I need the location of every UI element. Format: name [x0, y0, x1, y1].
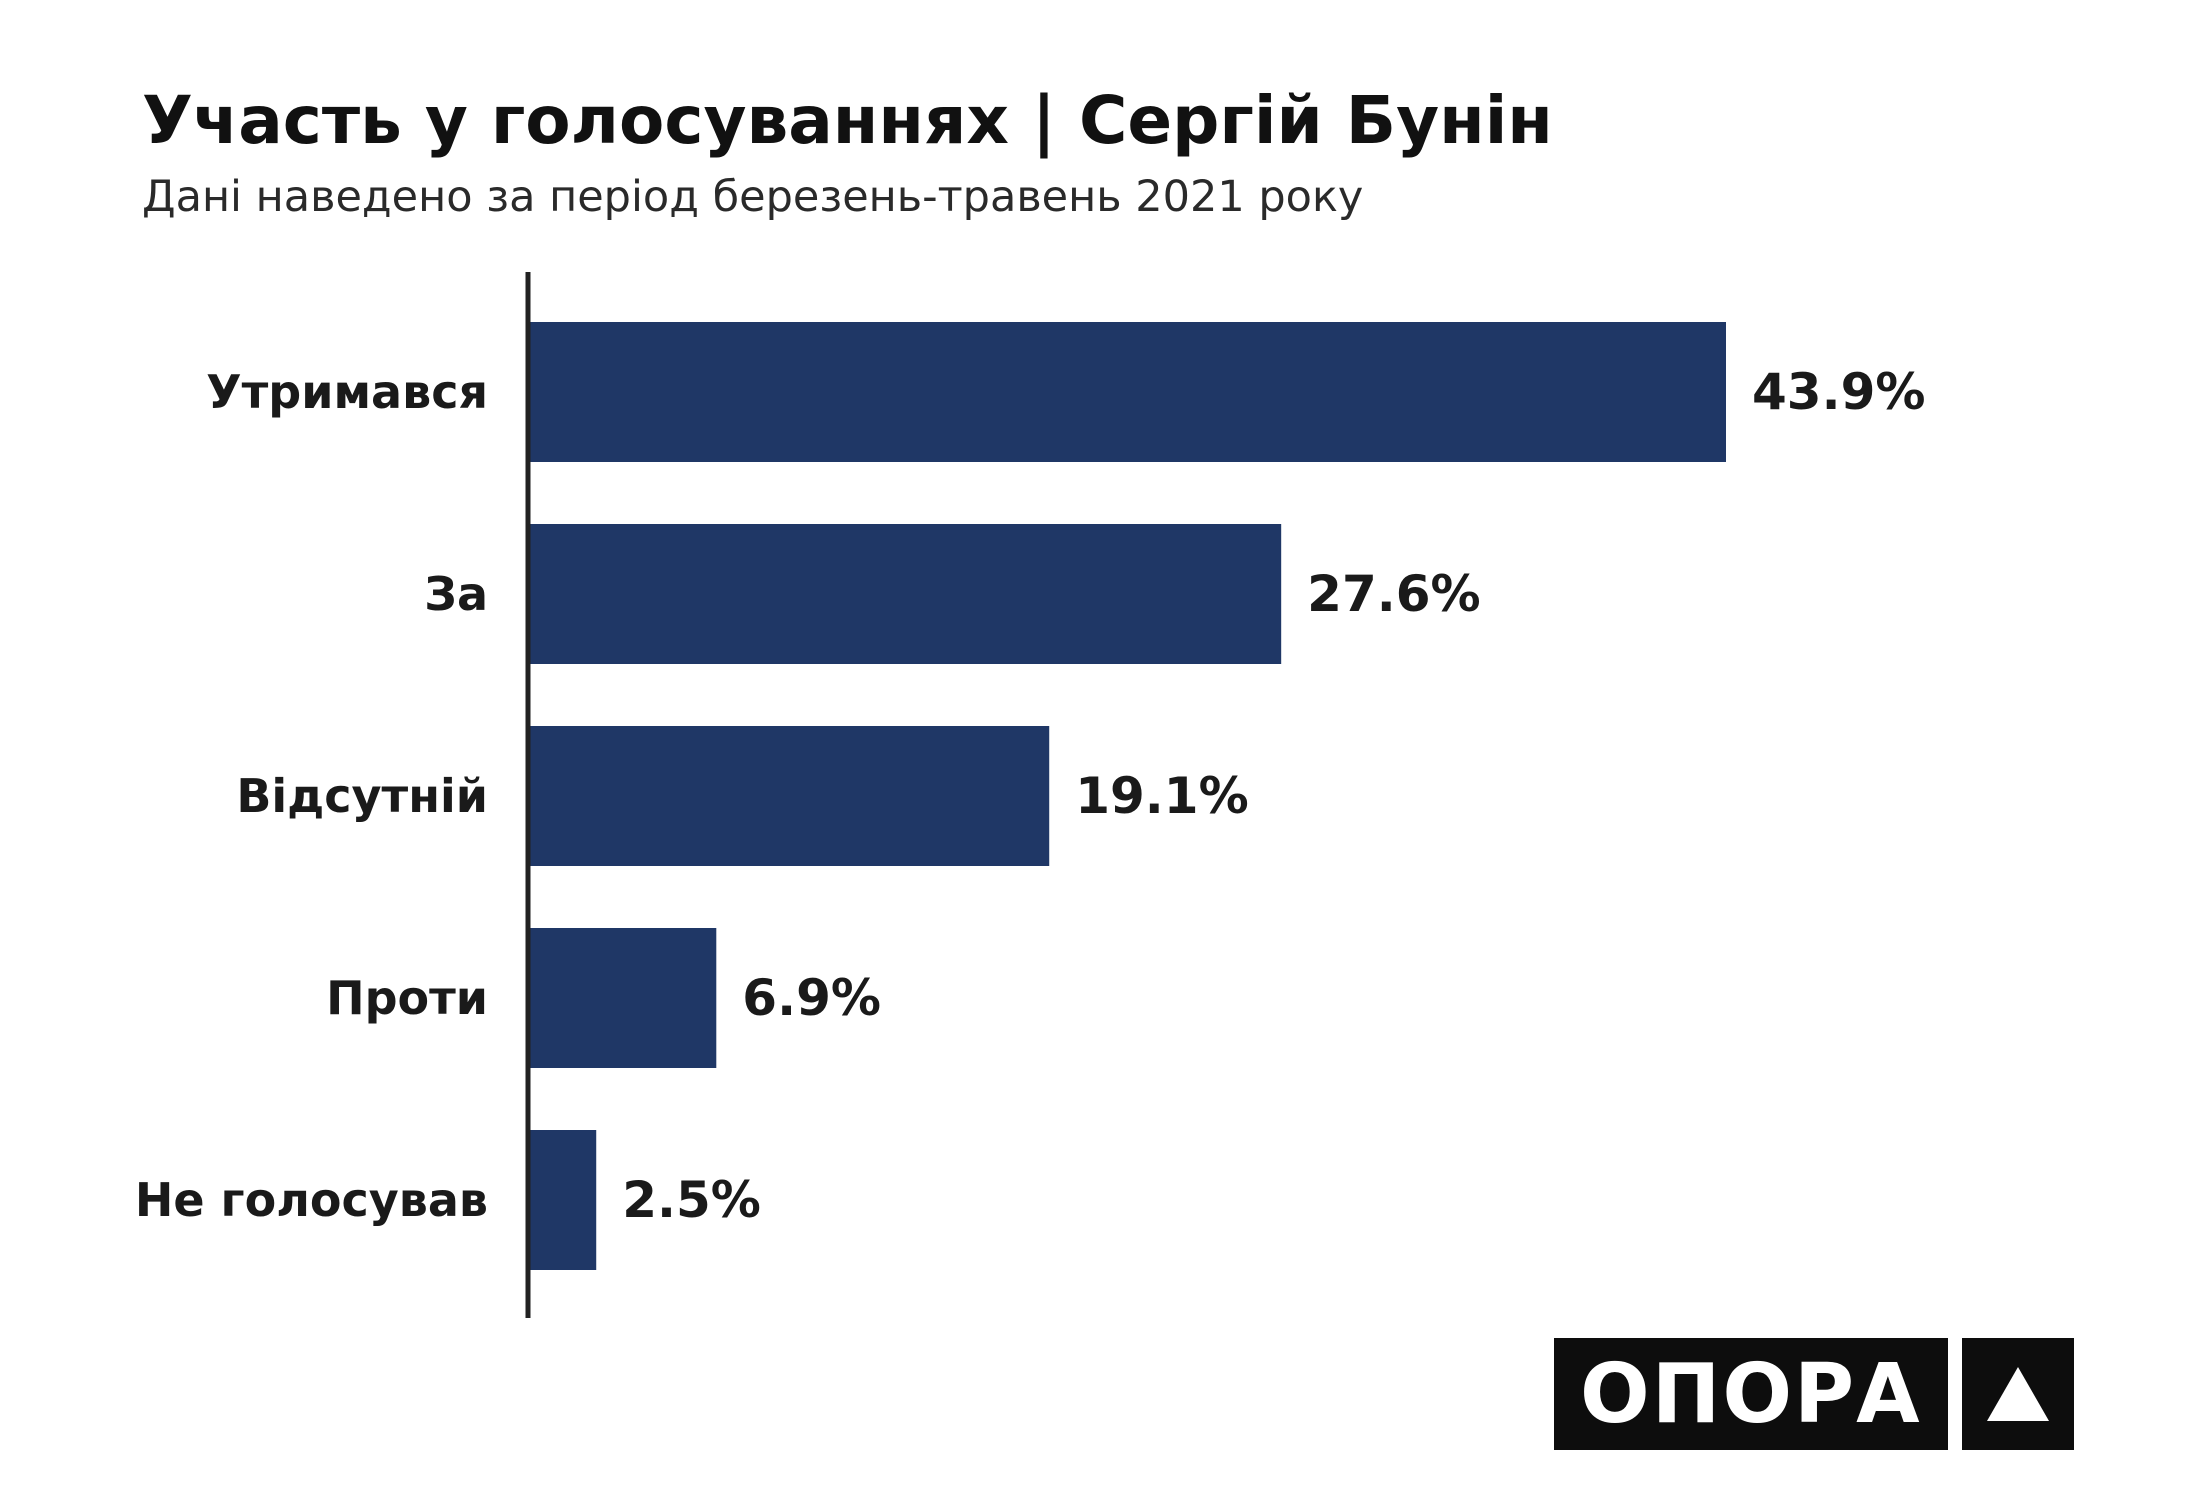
category-label-4: Не голосував [135, 1173, 488, 1227]
category-label-1: За [424, 567, 488, 621]
bar-3 [528, 928, 717, 1068]
chart-title: Участь у голосуваннях | Сергій Бунін [142, 82, 1553, 159]
bar-1 [528, 524, 1282, 664]
value-label-4: 2.5% [622, 1171, 761, 1229]
chart-subtitle: Дані наведено за період березень-травень… [142, 172, 1364, 222]
bar-0 [528, 322, 1726, 462]
value-label-1: 27.6% [1307, 565, 1480, 623]
value-label-2: 19.1% [1075, 767, 1248, 825]
category-label-0: Утримався [206, 365, 488, 419]
value-label-3: 6.9% [742, 969, 881, 1027]
category-label-3: Проти [326, 971, 488, 1025]
opora-logo: ОПОРА [1554, 1338, 2074, 1450]
value-label-0: 43.9% [1752, 363, 1925, 421]
triangle-icon [1961, 1338, 2074, 1450]
bar-2 [528, 726, 1050, 866]
bar-4 [528, 1130, 597, 1270]
category-label-2: Відсутній [236, 769, 488, 823]
logo-wordmark: ОПОРА [1554, 1338, 1948, 1450]
